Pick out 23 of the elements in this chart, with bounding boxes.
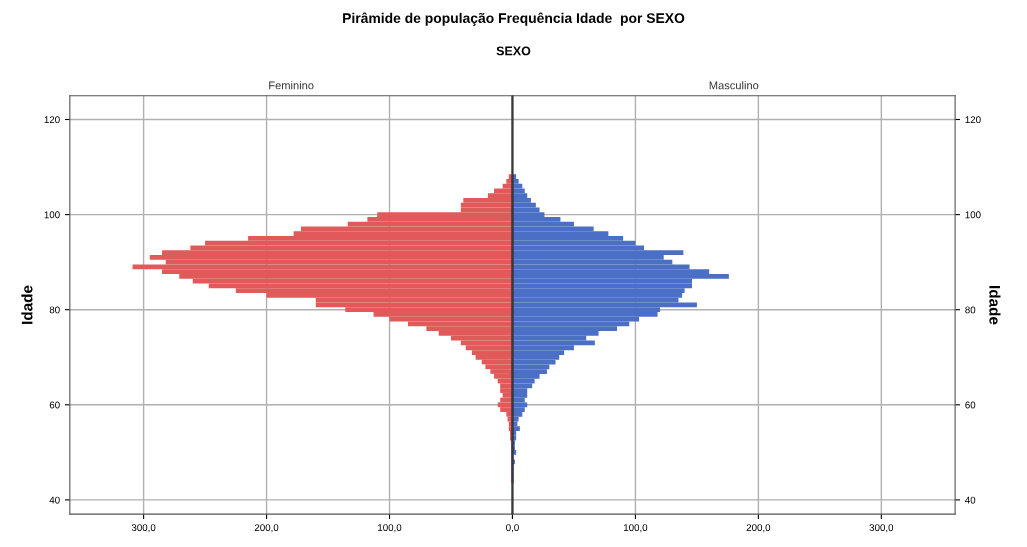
y-tick-label: 80	[965, 306, 976, 314]
y-tick-label: 40	[965, 496, 976, 504]
y-axis-title: Idade	[21, 285, 33, 324]
chart-subtitle: SEXO	[496, 46, 531, 56]
x-tick-label: 0,0	[506, 524, 519, 533]
x-tick-label: 100,0	[624, 524, 648, 533]
x-tick-label: 100,0	[378, 524, 402, 533]
text: Masculino	[709, 81, 759, 90]
y-tick-label: 120	[44, 116, 60, 124]
y-tick-label: 80	[49, 306, 60, 314]
x-tick-label: 200,0	[254, 524, 279, 533]
x-tick-label: 300,0	[869, 524, 894, 533]
y-tick-label: 60	[49, 401, 60, 409]
y-tick-label: 60	[965, 401, 976, 409]
y-tick-label: 100	[44, 211, 60, 219]
x-tick-label: 300,0	[131, 524, 156, 533]
x-tick-label: 200,0	[746, 524, 771, 533]
text: Feminino	[269, 81, 314, 90]
y-tick-label: 100	[965, 211, 981, 219]
y-tick-label: 120	[965, 116, 981, 124]
y-tick-label: 40	[49, 496, 60, 504]
y-axis-title: Idade	[989, 286, 1001, 325]
chart-title: Pirâmide de população Frequência Idade por SEXO	[343, 12, 685, 26]
